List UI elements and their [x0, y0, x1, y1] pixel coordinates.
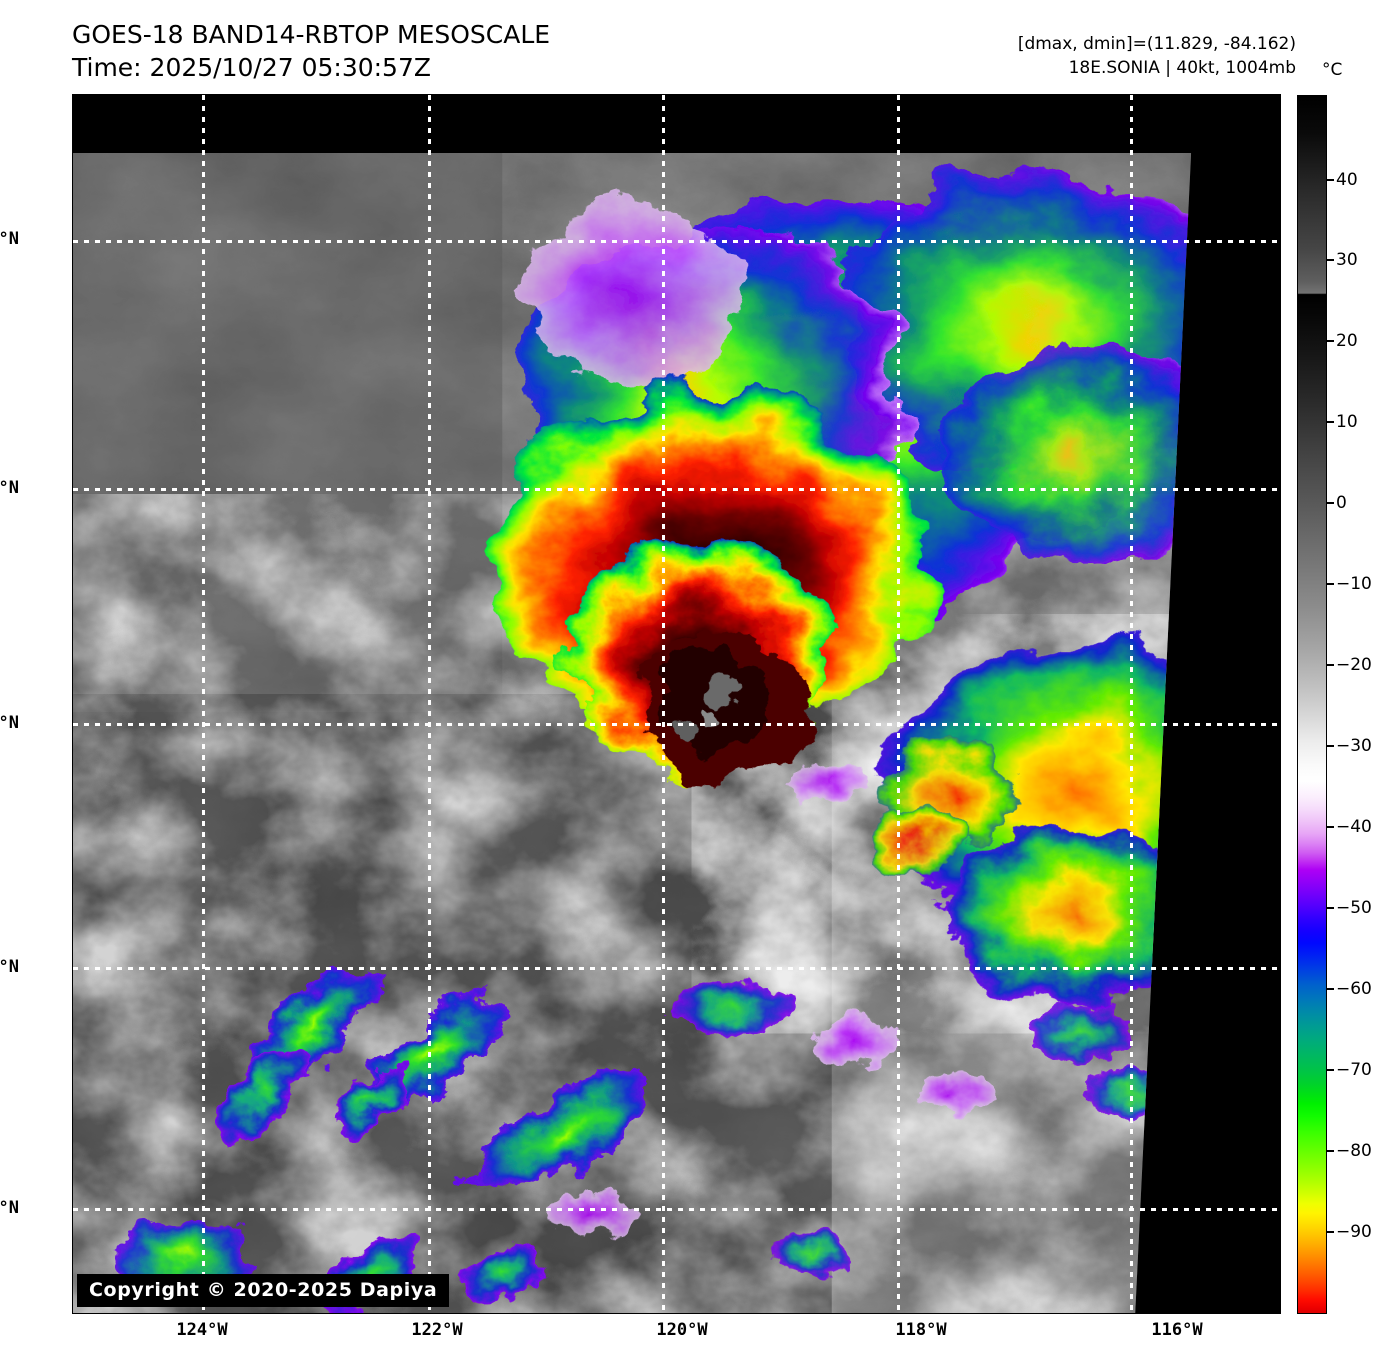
colorbar-tick-mark	[1327, 1069, 1334, 1071]
timestamp-label: Time: 2025/10/27 05:30:57Z	[72, 53, 431, 82]
colorbar-tick-mark	[1327, 421, 1334, 423]
copyright-watermark: Copyright © 2020-2025 Dapiya	[77, 1274, 450, 1307]
ytick-label-12N: 12°N	[0, 957, 19, 977]
colorbar-label-m60: −60	[1336, 979, 1372, 999]
colorbar-label-m30: −30	[1336, 736, 1372, 756]
dmax-dmin-label: [dmax, dmin]=(11.829, -84.162)	[1017, 34, 1296, 54]
colorbar-tick-mark	[1327, 826, 1334, 828]
xtick-label-124W: 124°W	[176, 1320, 228, 1340]
colorbar-label-m50: −50	[1336, 898, 1372, 918]
ytick-label-18N: 18°N	[0, 229, 19, 249]
ytick-label-14N: 14°N	[0, 713, 19, 733]
colorbar-label-40: 40	[1336, 170, 1358, 190]
colorbar-label-m90: −90	[1336, 1222, 1372, 1242]
colorbar-tick-mark	[1327, 502, 1334, 504]
colorbar-label-m20: −20	[1336, 655, 1372, 675]
colorbar-label-20: 20	[1336, 331, 1358, 351]
colorbar-tick-mark	[1327, 583, 1334, 585]
colorbar-label-10: 10	[1336, 412, 1358, 432]
colorbar-tick-mark	[1327, 988, 1334, 990]
colorbar-tick-mark	[1327, 1150, 1334, 1152]
title-block: GOES-18 BAND14-RBTOP MESOSCALE Time: 202…	[72, 18, 550, 84]
colorbar-label-m70: −70	[1336, 1060, 1372, 1080]
colorbar[interactable]	[1297, 95, 1327, 1314]
colorbar-tick-mark	[1327, 745, 1334, 747]
colorbar-tick-mark	[1327, 1231, 1334, 1233]
colorbar-label-m80: −80	[1336, 1141, 1372, 1161]
colorbar-label-0: 0	[1336, 493, 1347, 513]
colorbar-tick-mark	[1327, 664, 1334, 666]
metadata-block: [dmax, dmin]=(11.829, -84.162) 18E.SONIA…	[1018, 32, 1296, 80]
xtick-label-118W: 118°W	[895, 1320, 947, 1340]
colorbar-gradient	[1298, 96, 1326, 1313]
xtick-label-120W: 120°W	[656, 1320, 708, 1340]
xtick-label-116W: 116°W	[1151, 1320, 1203, 1340]
colorbar-tick-mark	[1327, 259, 1334, 261]
storm-info-label: 18E.SONIA | 40kt, 1004mb	[1068, 58, 1296, 78]
colorbar-tick-mark	[1327, 907, 1334, 909]
colorbar-label-m10: −10	[1336, 574, 1372, 594]
colorbar-unit-label: °C	[1322, 60, 1343, 80]
satellite-image-plot[interactable]: Copyright © 2020-2025 Dapiya	[72, 94, 1281, 1314]
colorbar-tick-mark	[1327, 340, 1334, 342]
colorbar-label-30: 30	[1336, 250, 1358, 270]
xtick-label-122W: 122°W	[411, 1320, 463, 1340]
colorbar-label-m40: −40	[1336, 817, 1372, 837]
satellite-imagery	[73, 95, 1280, 1313]
ytick-label-10N: 10°N	[0, 1198, 19, 1218]
colorbar-tick-mark	[1327, 179, 1334, 181]
page-title: GOES-18 BAND14-RBTOP MESOSCALE	[72, 20, 551, 49]
ytick-label-16N: 16°N	[0, 478, 19, 498]
